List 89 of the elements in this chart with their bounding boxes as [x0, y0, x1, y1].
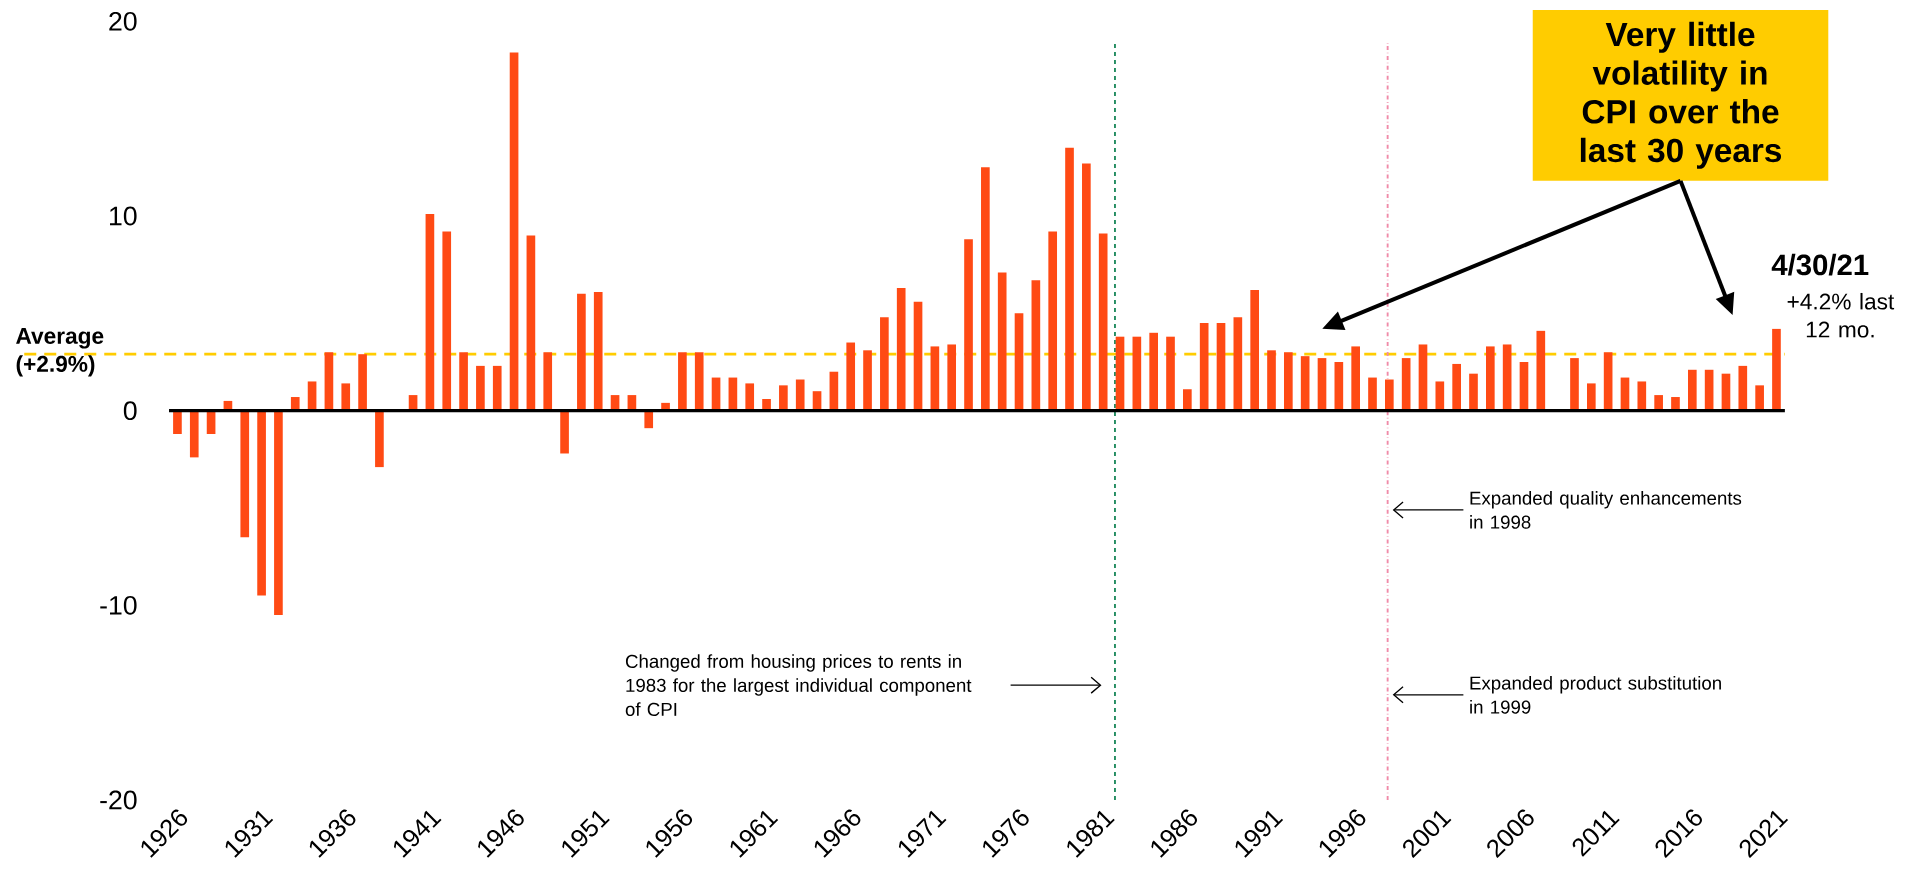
- bar: [1755, 385, 1764, 411]
- bar: [1570, 358, 1579, 411]
- bar: [694, 352, 704, 411]
- bar: [593, 291, 603, 411]
- bar: [1031, 280, 1041, 411]
- bar: [1401, 358, 1411, 411]
- bar: [1334, 361, 1344, 411]
- bar: [863, 350, 872, 411]
- annotation: Expanded product substitution in 1999: [1470, 676, 1721, 714]
- bar: [678, 352, 687, 411]
- bar: [795, 379, 805, 411]
- bar: [981, 167, 990, 411]
- bar: [1536, 330, 1546, 411]
- bar: [1603, 352, 1613, 411]
- bar: [526, 235, 536, 411]
- bar: [1452, 363, 1461, 411]
- annotation: Very little volatility in CPI over the last 30 years: [1580, 21, 1782, 169]
- bar: [290, 397, 300, 411]
- bar: [509, 52, 519, 411]
- y-tick-label: 0: [123, 401, 137, 421]
- ref-line-label: Average (+2.9%): [16, 328, 104, 377]
- bar: [476, 365, 485, 411]
- bar: [341, 383, 351, 411]
- bar: [1351, 346, 1360, 411]
- bar: [492, 365, 502, 411]
- bar: [375, 410, 384, 468]
- bar: [173, 410, 182, 435]
- bar: [1267, 350, 1276, 411]
- bar: [1065, 147, 1074, 411]
- bar: [1199, 323, 1209, 411]
- bar: [274, 410, 283, 616]
- bar: [1586, 383, 1596, 411]
- bar: [1300, 356, 1310, 411]
- bar: [1284, 352, 1293, 411]
- bar: [577, 293, 586, 411]
- bar: [745, 383, 755, 411]
- bar: [1149, 332, 1159, 411]
- bar: [1098, 233, 1108, 411]
- bar: [1048, 231, 1058, 411]
- y-tick-label: 20: [109, 11, 137, 31]
- bar: [543, 352, 553, 411]
- bar: [189, 410, 199, 458]
- annotation: 4/30/21: [1771, 253, 1869, 276]
- bar: [1183, 389, 1192, 411]
- bar: [1502, 344, 1512, 411]
- annotation: Expanded quality enhancements in 1998: [1470, 491, 1742, 529]
- bar: [1418, 344, 1428, 411]
- bar: [425, 214, 435, 411]
- bar: [1132, 336, 1142, 411]
- bar: [1250, 289, 1259, 411]
- bar: [997, 272, 1007, 411]
- bar: [1014, 313, 1024, 411]
- bar: [930, 346, 940, 411]
- bar: [358, 354, 367, 411]
- bar: [1435, 381, 1445, 411]
- y-tick-label: 10: [110, 206, 137, 226]
- text: +4.2% last 12 mo.: [1787, 292, 1895, 338]
- bar: [779, 385, 788, 411]
- bar: [1671, 397, 1680, 411]
- bar: [1216, 323, 1226, 411]
- bar: [947, 344, 957, 411]
- bar: [1485, 346, 1495, 411]
- bar: [442, 231, 452, 411]
- bar: [240, 410, 250, 538]
- y-tick-label: -20: [100, 790, 137, 810]
- bar: [324, 352, 334, 411]
- bar: [896, 288, 906, 411]
- bar: [1654, 395, 1663, 411]
- bar: [1772, 328, 1781, 411]
- bar: [1637, 381, 1647, 411]
- bar: [459, 352, 468, 411]
- bar: [1368, 377, 1377, 411]
- annotation: Changed from housing prices to rents in 1983 for the largest individual component of CPI: [625, 654, 972, 716]
- bar: [560, 410, 569, 454]
- bar: [913, 301, 923, 411]
- bar: [1115, 336, 1125, 411]
- bar: [880, 317, 889, 411]
- bar: [1469, 373, 1478, 411]
- bar: [257, 410, 266, 596]
- bar: [964, 239, 973, 411]
- bar: [1166, 336, 1175, 411]
- bar: [846, 342, 856, 411]
- bar: [644, 410, 654, 429]
- bar: [1384, 379, 1394, 411]
- y-tick-label: -10: [100, 595, 137, 615]
- bar: [1738, 365, 1748, 411]
- bar: [1687, 369, 1697, 411]
- bar: [1082, 163, 1091, 411]
- bar: [1233, 317, 1243, 411]
